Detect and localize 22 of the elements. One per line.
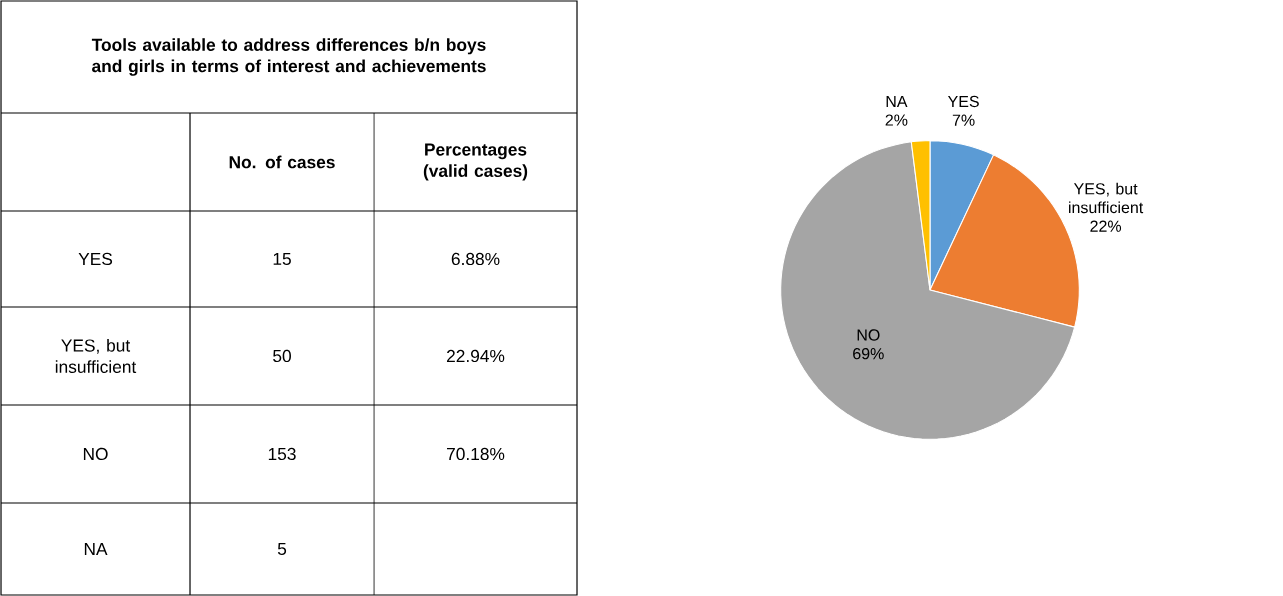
slice-label: NA	[886, 95, 908, 107]
text: No. of cases	[229, 155, 335, 169]
data-label: 50	[273, 349, 291, 363]
data-label: 7%	[952, 114, 975, 126]
slice-label: NO	[857, 329, 880, 341]
data-label: 22.94%	[446, 349, 505, 363]
slice-label: YES	[947, 95, 979, 108]
data-label: 69%	[853, 348, 884, 360]
category-label: NO	[83, 447, 108, 461]
data-label: 5	[277, 542, 287, 556]
text: Percentages (valid cases)	[423, 143, 528, 181]
data-label: 15	[273, 252, 291, 266]
data-label: 22%	[1090, 220, 1122, 232]
data-label: 6.88%	[451, 252, 500, 266]
slice-label: YES, but insufficient	[1069, 182, 1144, 214]
data-label: 2%	[885, 114, 908, 126]
category-label: NA	[84, 543, 108, 555]
text: Tools available to address differences b/n boys and girls in terms of interest and achievements	[91, 38, 486, 76]
category-label: YES, but insufficient	[55, 338, 137, 374]
category-label: YES	[78, 252, 113, 266]
data-label: 70.18%	[447, 447, 505, 461]
data-label: 153	[268, 447, 296, 461]
